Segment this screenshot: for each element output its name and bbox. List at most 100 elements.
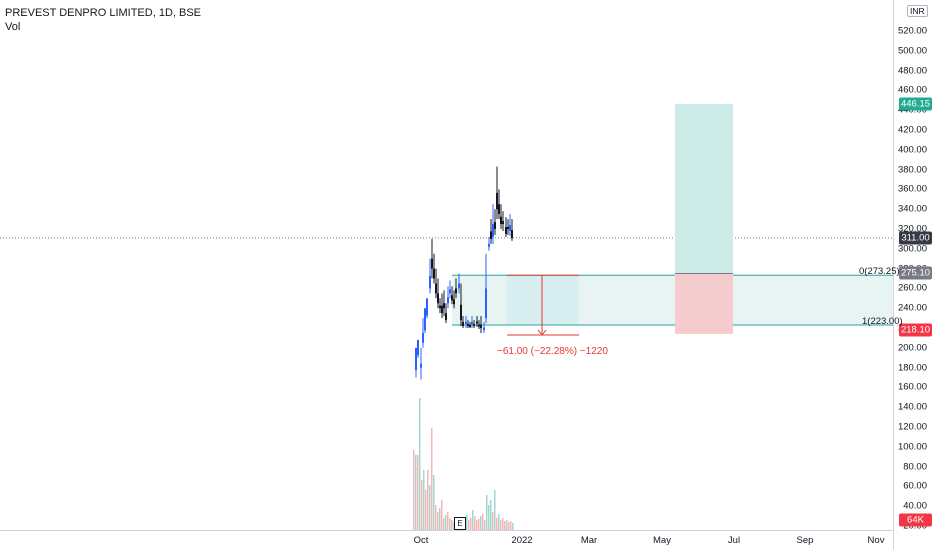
price-tick-label: 420.00 [897, 124, 927, 136]
price-tick-label: 480.00 [897, 65, 927, 77]
price-tick-label: 520.00 [897, 25, 927, 37]
candle-body [500, 216, 502, 225]
candle-body [469, 325, 471, 328]
time-tick-label: May [653, 535, 671, 546]
candle-body [480, 324, 482, 328]
candle-body [443, 303, 445, 309]
volume-bar [429, 485, 431, 530]
price-tag[interactable]: 446.15 [899, 97, 932, 111]
price-tick-label: 300.00 [897, 243, 927, 255]
price-tick-label: 40.00 [903, 500, 927, 512]
candle-body [458, 283, 460, 289]
volume-bar [492, 512, 494, 530]
price-tick-label: 100.00 [897, 441, 927, 453]
measure-arrow-head [537, 329, 547, 336]
volume-legend[interactable]: Vol [5, 21, 21, 33]
volume-bar [433, 475, 435, 530]
volume-bar [439, 508, 441, 530]
candle-body [431, 258, 433, 269]
candle-body [420, 363, 422, 368]
volume-bar [478, 519, 480, 530]
candle-body [460, 304, 462, 321]
time-tick-label: 2022 [511, 535, 533, 546]
candle-body [415, 347, 417, 371]
candle-body [483, 327, 485, 330]
price-tag[interactable]: 64K [899, 513, 932, 527]
volume-bar [445, 515, 447, 530]
price-range-label: −61.00 (−22.28%) −1220 [497, 346, 608, 357]
volume-bar [413, 450, 415, 530]
symbol-title[interactable]: PREVEST DENPRO LIMITED, 1D, BSE [5, 7, 202, 19]
volume-bar [494, 490, 496, 530]
candle-body [498, 204, 500, 215]
volume-bar [425, 490, 427, 530]
earnings-marker[interactable]: E [454, 517, 466, 530]
candle-body [505, 227, 507, 234]
candle-body [476, 321, 478, 324]
price-tick-label: 260.00 [897, 282, 927, 294]
volume-bar [484, 520, 486, 530]
currency-badge[interactable]: INR [907, 5, 928, 17]
volume-bar [431, 428, 433, 530]
volume-bar [435, 505, 437, 530]
price-tag[interactable]: 218.10 [899, 323, 932, 337]
target-zone [675, 104, 733, 274]
volume-bar [451, 520, 453, 530]
volume-bar [472, 510, 474, 530]
candle-body [471, 322, 473, 325]
volume-bar [468, 520, 470, 530]
price-tick-label: 380.00 [897, 164, 927, 176]
volume-bar [443, 518, 445, 530]
price-tick-label: 200.00 [897, 342, 927, 354]
volume-bar [502, 518, 504, 530]
candle-body [490, 231, 492, 239]
volume-bar [482, 514, 484, 530]
price-tag[interactable]: 311.00 [899, 231, 932, 245]
candle-body [478, 324, 480, 327]
volume-bar [415, 455, 417, 530]
volume-bar [474, 516, 476, 530]
time-tick-label: Nov [867, 535, 885, 546]
candle-body [455, 288, 457, 294]
volume-bar [447, 512, 449, 530]
time-tick-label: Jul [727, 535, 741, 546]
price-tick-label: 180.00 [897, 362, 927, 374]
volume-bar [423, 470, 425, 530]
candle-body [462, 322, 464, 327]
candle-body [496, 192, 498, 210]
volume-bar [500, 520, 502, 530]
price-tick-label: 500.00 [897, 45, 927, 57]
candle-body [445, 313, 447, 321]
time-axis[interactable]: Oct 2022 Mar May Jul Sep Nov [0, 530, 893, 551]
price-tick-label: 360.00 [897, 183, 927, 195]
price-chart[interactable] [0, 0, 893, 530]
price-tick-label: 460.00 [897, 84, 927, 96]
candle-body [494, 222, 496, 229]
price-tick-label: 320.00 [897, 223, 927, 235]
candle-body [429, 276, 431, 289]
volume-bar [441, 500, 443, 530]
chart-legend: PREVEST DENPRO LIMITED, 1D, BSE Vol [5, 6, 201, 34]
volume-bar [490, 500, 492, 530]
time-tick-label: Sep [796, 535, 814, 546]
volume-bar [498, 514, 500, 530]
candle-body [437, 293, 439, 304]
volume-bar [506, 520, 508, 530]
time-tick-label: Mar [580, 535, 598, 546]
volume-bar [496, 518, 498, 530]
volume-bar [488, 505, 490, 530]
candle-body [447, 297, 449, 304]
candle-body [441, 305, 443, 314]
price-tick-label: 60.00 [903, 480, 927, 492]
volume-bar [486, 495, 488, 530]
candle-body [417, 339, 419, 356]
price-tag[interactable]: 275.10 [899, 266, 932, 280]
stop-zone [675, 273, 733, 334]
measure-zone-fill [507, 275, 579, 326]
candle-body [488, 243, 490, 247]
volume-bar [504, 521, 506, 530]
volume-bar [419, 398, 421, 530]
candle-body [465, 322, 467, 325]
price-axis[interactable]: 520.00500.00480.00460.00440.00420.00400.… [893, 0, 932, 550]
candle-body [435, 283, 437, 294]
